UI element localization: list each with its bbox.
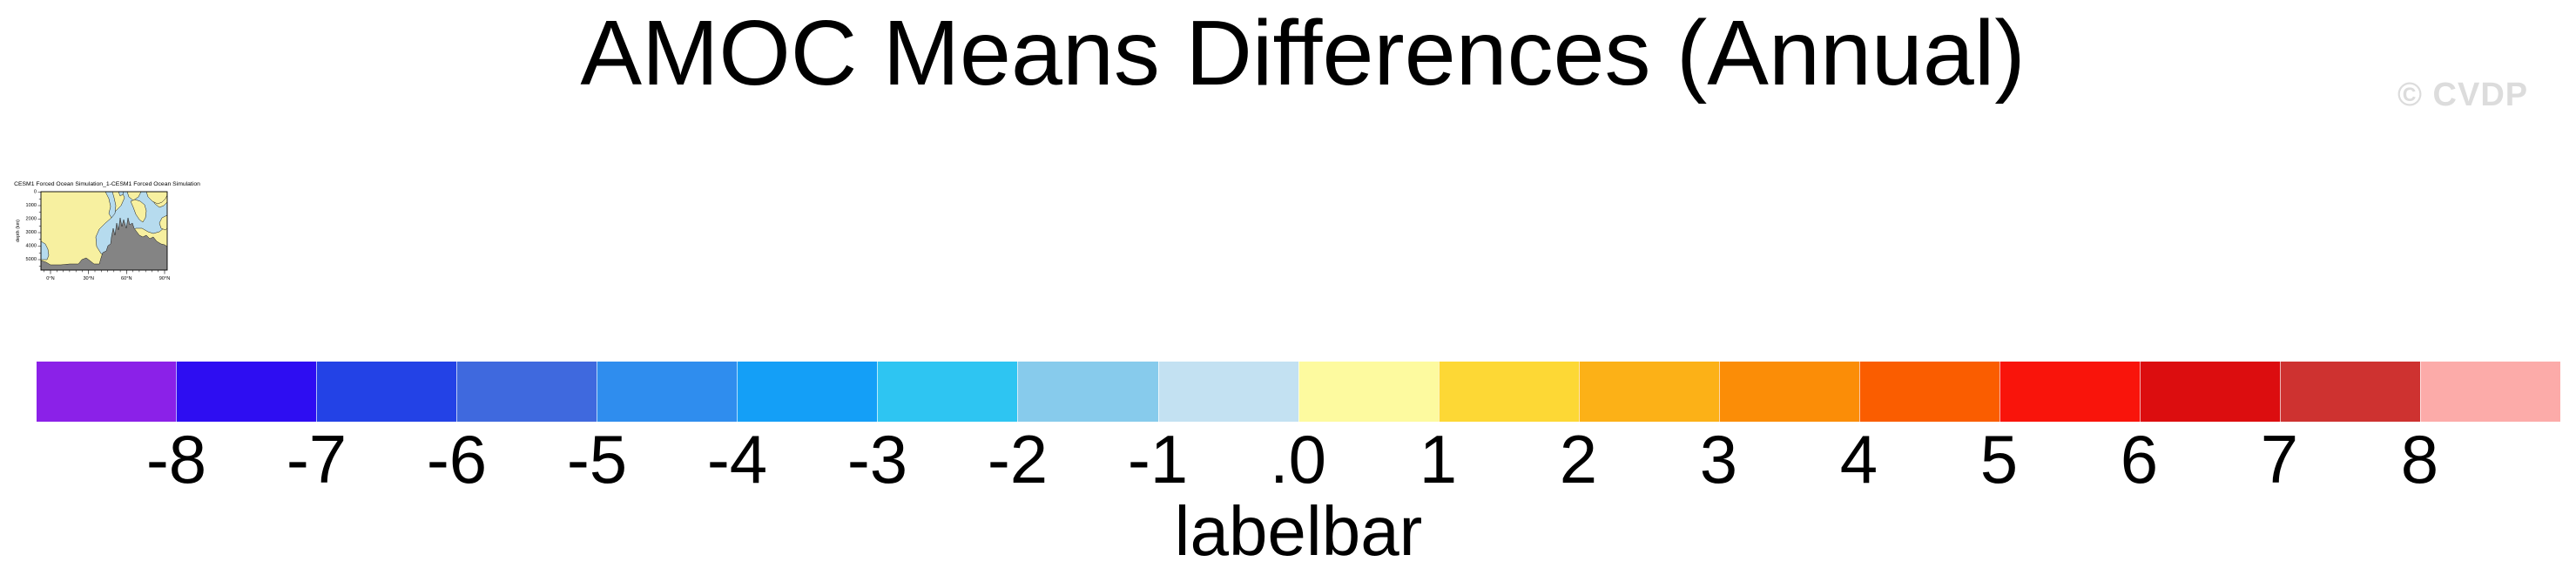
cvdp-watermark: © CVDP bbox=[2397, 77, 2529, 113]
labelbar-segment bbox=[1999, 362, 2140, 422]
x-tick-label: 90°N bbox=[159, 276, 171, 281]
labelbar-segment bbox=[456, 362, 597, 422]
x-tick-label: 60°N bbox=[121, 276, 132, 281]
labelbar-segment bbox=[1298, 362, 1439, 422]
x-tick-label: 30°N bbox=[83, 276, 94, 281]
labelbar-caption: labelbar bbox=[1174, 492, 1423, 570]
labelbar-segment bbox=[1578, 362, 1719, 422]
labelbar-tick: 4 bbox=[1839, 421, 1878, 497]
y-axis-title: depth (km) bbox=[16, 220, 21, 242]
y-tick-label: 3000 bbox=[26, 230, 37, 235]
positive-island-rightedge bbox=[158, 214, 167, 231]
negative-nick-top bbox=[118, 192, 125, 197]
labelbar-tick: 7 bbox=[2260, 421, 2299, 497]
labelbar-segment bbox=[877, 362, 1018, 422]
labelbar-tick: -7 bbox=[286, 421, 347, 497]
labelbar-tick: 5 bbox=[1979, 421, 2019, 497]
positive-island-pennant bbox=[130, 199, 147, 223]
labelbar-tick: -4 bbox=[706, 421, 768, 497]
labelbar-tick: -8 bbox=[145, 421, 207, 497]
x-tick-label: 0°N bbox=[46, 276, 54, 281]
positive-island-corner bbox=[145, 192, 167, 205]
labelbar-tick: -5 bbox=[566, 421, 628, 497]
panel-frame bbox=[40, 191, 168, 271]
labelbar-tick: -6 bbox=[426, 421, 488, 497]
y-tick-label: 4000 bbox=[26, 244, 37, 249]
x-major-ticks bbox=[50, 270, 165, 274]
labelbar-tick: 8 bbox=[2400, 421, 2439, 497]
y-tick-label: 1000 bbox=[26, 203, 37, 208]
y-minor-ticks bbox=[38, 199, 41, 267]
labelbar-tick: 6 bbox=[2120, 421, 2159, 497]
panel-title: CESM1 Forced Ocean Simulation_1-CESM1 Fo… bbox=[14, 181, 200, 187]
labelbar-segment bbox=[1438, 362, 1579, 422]
labelbar-segment bbox=[737, 362, 878, 422]
labelbar-segment bbox=[1858, 362, 1999, 422]
labelbar-tick: -2 bbox=[987, 421, 1049, 497]
labelbar-tick: 2 bbox=[1559, 421, 1598, 497]
labelbar-segment bbox=[2280, 362, 2421, 422]
y-major-ticks bbox=[37, 192, 41, 261]
y-tick-label: 2000 bbox=[26, 217, 37, 222]
negative-finger-top bbox=[105, 192, 117, 219]
labelbar-segment bbox=[2420, 362, 2561, 422]
topography-mask bbox=[41, 217, 167, 270]
labelbar-segment bbox=[316, 362, 457, 422]
panel-plot-area bbox=[41, 192, 167, 270]
page-title: AMOC Means Differences (Annual) bbox=[580, 2, 2026, 105]
labelbar-segment bbox=[1157, 362, 1298, 422]
labelbar-segment bbox=[597, 362, 738, 422]
negative-sliver-left bbox=[41, 240, 50, 261]
labelbar-tick: -1 bbox=[1127, 421, 1189, 497]
labelbar-tick: 3 bbox=[1699, 421, 1738, 497]
labelbar-segment bbox=[1017, 362, 1158, 422]
labelbar-segment bbox=[37, 362, 177, 422]
difference-panel-thumbnail: CESM1 Forced Ocean Simulation_1-CESM1 Fo… bbox=[14, 181, 200, 281]
labelbar-tick: -3 bbox=[846, 421, 908, 497]
labelbar bbox=[37, 362, 2561, 422]
labelbar-segment bbox=[2139, 362, 2280, 422]
x-minor-ticks bbox=[44, 270, 158, 273]
labelbar-tick-labels: -8 -7 -6 -5 -4 -3 -2 -1 .0 1 2 3 4 5 6 7… bbox=[106, 425, 2490, 493]
labelbar-segment bbox=[176, 362, 317, 422]
labelbar-tick: 1 bbox=[1419, 421, 1458, 497]
labelbar-segment bbox=[1718, 362, 1859, 422]
y-tick-label: 0 bbox=[34, 190, 37, 195]
labelbar-tick: .0 bbox=[1269, 421, 1327, 497]
y-tick-label: 5000 bbox=[26, 257, 37, 262]
